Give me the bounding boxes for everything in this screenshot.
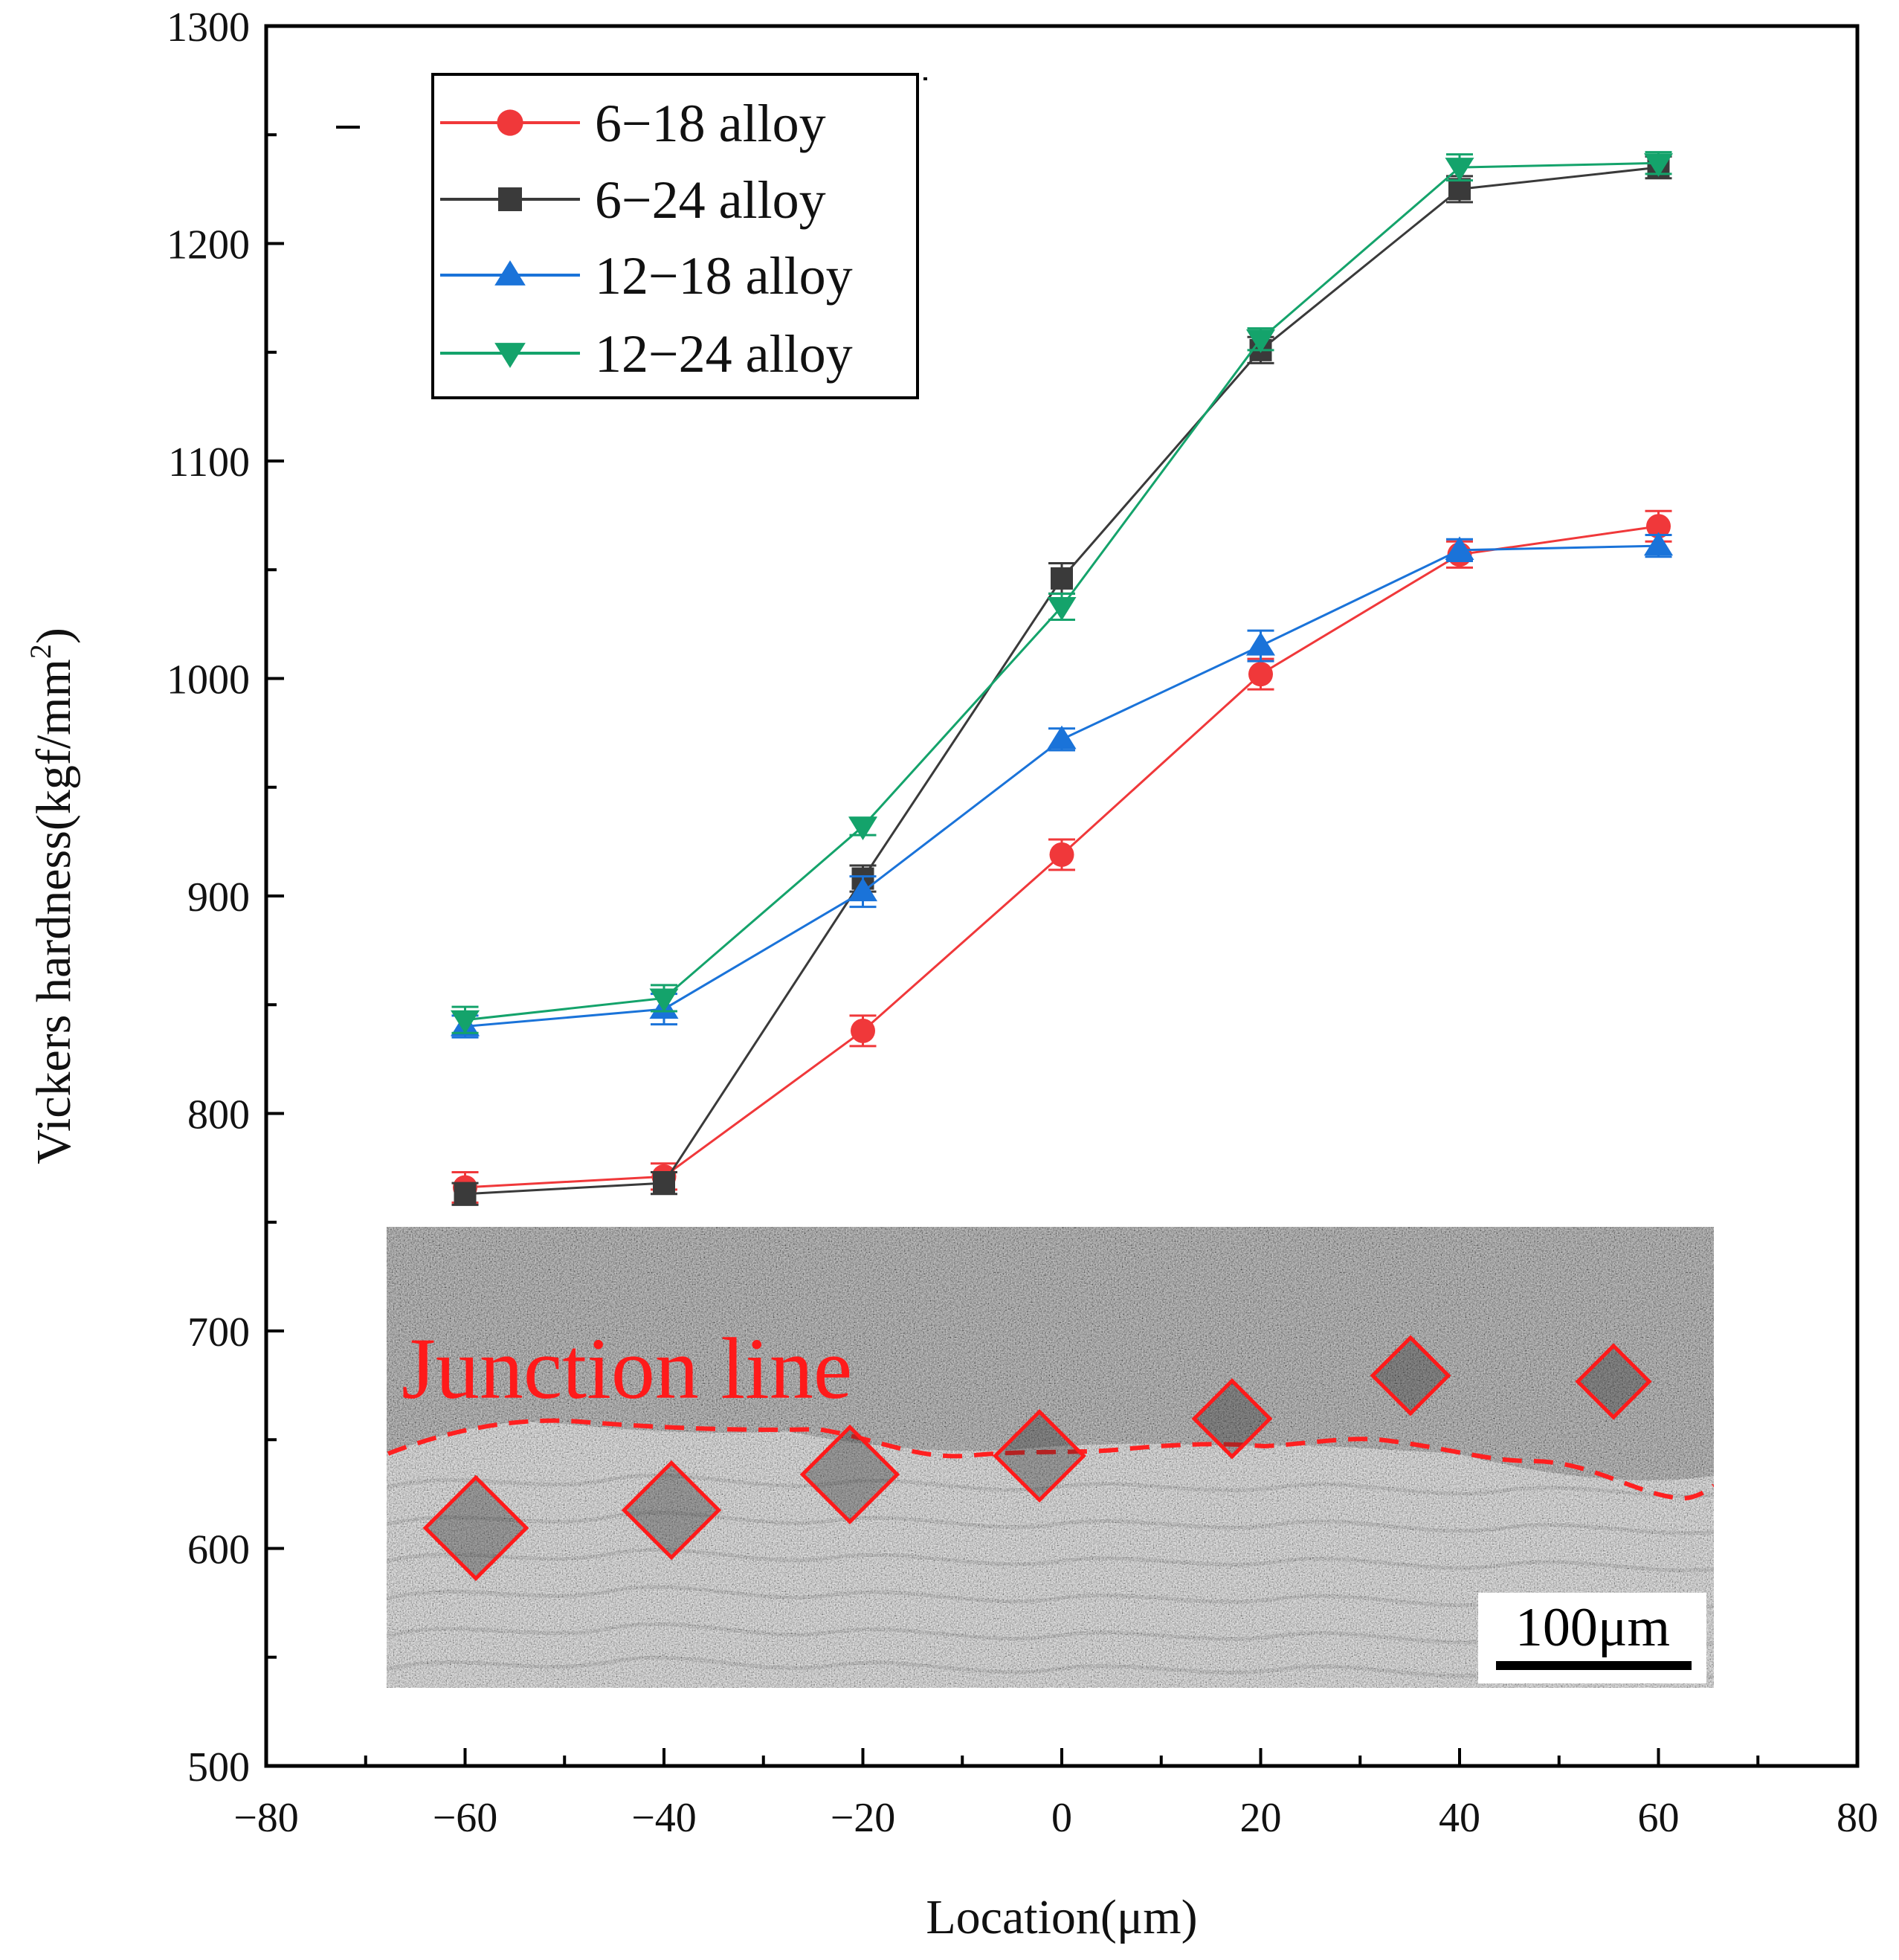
marker-circle bbox=[1646, 514, 1671, 539]
legend-entry: 12−18 alloy bbox=[440, 246, 853, 306]
indentation-mark bbox=[1370, 1335, 1451, 1416]
y-tick-label: 1000 bbox=[167, 657, 250, 703]
series-1 bbox=[451, 155, 1672, 1206]
marker-triangle-down bbox=[1445, 158, 1474, 181]
legend-label: 12−18 alloy bbox=[595, 246, 853, 306]
junction-line bbox=[387, 1418, 1714, 1501]
y-axis-title-suffix: ) bbox=[27, 628, 81, 644]
marker-triangle-down bbox=[450, 1010, 480, 1034]
x-tick-label: 80 bbox=[1837, 1795, 1878, 1841]
y-tick-label: 700 bbox=[187, 1309, 250, 1355]
marker-circle bbox=[1248, 662, 1273, 687]
x-tick-label: −60 bbox=[433, 1795, 498, 1841]
marker-square bbox=[1448, 178, 1471, 201]
marker-square bbox=[1051, 567, 1073, 590]
y-axis-title-superscript: 2 bbox=[24, 644, 57, 659]
marker-triangle-down bbox=[848, 816, 878, 840]
marker-triangle-up bbox=[494, 260, 526, 286]
marker-triangle-down bbox=[494, 343, 526, 368]
x-axis-title: Location(μm) bbox=[926, 1890, 1197, 1944]
marker-circle bbox=[1049, 842, 1074, 867]
marker-triangle-up bbox=[1643, 532, 1674, 556]
y-tick-label: 1100 bbox=[168, 439, 250, 486]
y-axis-title-main: Vickers hardness(kgf/mm bbox=[27, 659, 81, 1164]
marker-triangle-down bbox=[1643, 153, 1674, 177]
data-series bbox=[450, 151, 1674, 1206]
marker-triangle-up bbox=[848, 877, 878, 902]
indentation-mark bbox=[993, 1409, 1086, 1503]
marker-square bbox=[653, 1172, 675, 1195]
micrograph-inset: Junction line 100μm bbox=[387, 1227, 1714, 1688]
legend-entry: 6−24 alloy bbox=[440, 170, 826, 230]
indentation-mark bbox=[1191, 1378, 1273, 1460]
series-3 bbox=[450, 151, 1674, 1034]
y-tick-label: 600 bbox=[187, 1527, 250, 1573]
y-tick-label: 500 bbox=[187, 1744, 250, 1790]
marker-triangle-up bbox=[1047, 725, 1077, 749]
marker-square bbox=[454, 1182, 477, 1205]
marker-triangle-up bbox=[1245, 632, 1276, 656]
stray-mark bbox=[336, 126, 360, 129]
indentation-mark bbox=[1575, 1343, 1652, 1420]
y-tick-label: 1200 bbox=[167, 222, 250, 268]
indentation-mark bbox=[422, 1474, 529, 1582]
legend-entry: 6−18 alloy bbox=[440, 94, 826, 153]
x-tick-label: −20 bbox=[831, 1795, 896, 1841]
indentation-marks bbox=[422, 1335, 1652, 1582]
x-tick-label: 20 bbox=[1240, 1795, 1282, 1841]
x-tick-label: 40 bbox=[1439, 1795, 1480, 1841]
marker-circle bbox=[851, 1018, 875, 1043]
marker-circle bbox=[497, 109, 523, 136]
x-tick-label: −80 bbox=[233, 1795, 299, 1841]
scale-bar-label: 100μm bbox=[1515, 1597, 1670, 1658]
marker-triangle-down bbox=[649, 988, 679, 1013]
marker-triangle-up bbox=[1445, 536, 1474, 560]
y-tick-label: 1300 bbox=[167, 4, 250, 51]
y-tick-label: 800 bbox=[187, 1092, 250, 1138]
junction-line-label: Junction line bbox=[402, 1320, 852, 1417]
marker-triangle-down bbox=[1245, 329, 1276, 353]
scale-bar bbox=[1496, 1661, 1692, 1670]
legend-label: 6−24 alloy bbox=[595, 170, 826, 230]
indentation-mark bbox=[621, 1460, 722, 1561]
legend: 6−18 alloy 6−24 alloy 12−18 alloy 12−24 all… bbox=[431, 73, 919, 399]
y-tick-label: 900 bbox=[187, 874, 250, 921]
y-axis-title: Vickers hardness(kgf/mm2) bbox=[24, 628, 81, 1164]
stray-mark bbox=[923, 77, 927, 80]
legend-label: 12−24 alloy bbox=[595, 324, 853, 384]
x-tick-label: 60 bbox=[1638, 1795, 1680, 1841]
legend-label: 6−18 alloy bbox=[595, 94, 826, 153]
x-tick-label: −40 bbox=[631, 1795, 697, 1841]
axis-tick-labels: −80 −60 −40 −20 0 20 40 60 80 500 600 700 800 900 1000… bbox=[167, 4, 1878, 1841]
axis-ticks bbox=[265, 25, 1859, 1767]
marker-triangle-down bbox=[1047, 596, 1077, 621]
marker-square bbox=[498, 187, 522, 211]
indentation-mark bbox=[799, 1424, 900, 1525]
x-tick-label: 0 bbox=[1051, 1795, 1072, 1841]
legend-entry: 12−24 alloy bbox=[440, 324, 853, 384]
